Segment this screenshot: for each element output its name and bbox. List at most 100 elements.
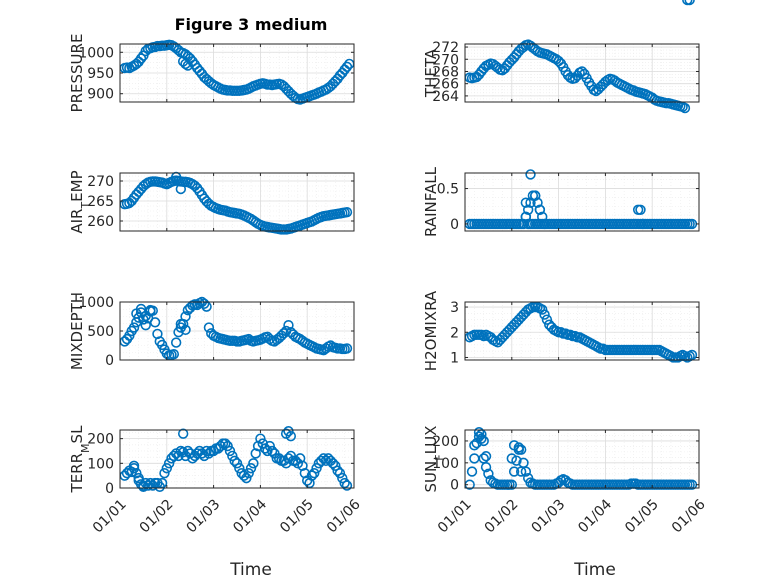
y-tick-label: 200 [87, 432, 114, 448]
y-axis-label: H2OMIXRA [422, 290, 440, 371]
data-point [334, 467, 346, 479]
data-point [520, 211, 532, 223]
data-point [506, 453, 517, 464]
axes-frame [464, 172, 700, 232]
x-axis-label-right: Time [573, 560, 616, 580]
data-point [534, 204, 546, 215]
data-point [311, 463, 322, 474]
data-point [234, 463, 245, 474]
y-axis-label: TERRMSL [68, 425, 92, 494]
data-point [476, 433, 487, 444]
data-point [532, 197, 543, 208]
axes-frame [119, 172, 355, 232]
axes-frame [119, 429, 355, 489]
axes-frame [464, 43, 700, 103]
figure-title: Figure 3 medium [175, 15, 328, 34]
data-point [201, 445, 212, 457]
data-point [231, 458, 243, 469]
data-point [175, 183, 187, 195]
data-point [469, 440, 480, 451]
data-point [248, 458, 259, 469]
data-point [513, 444, 525, 455]
data-point [332, 465, 343, 476]
x-tick-label: 01/06 [324, 496, 364, 536]
data-point [168, 349, 180, 360]
data-point [539, 218, 550, 230]
y-tick-label: 270 [87, 174, 114, 190]
data-point [128, 322, 140, 333]
data-point [255, 433, 266, 444]
data-point [541, 314, 553, 325]
data-point [341, 207, 353, 218]
data-point [220, 438, 231, 449]
data-point [341, 480, 353, 491]
data-point [262, 445, 273, 457]
data-point [539, 309, 550, 320]
x-tick-label: 01/05 [277, 496, 317, 536]
data-point [522, 204, 534, 215]
data-point [637, 218, 649, 230]
data-point [480, 462, 492, 473]
data-point [180, 311, 191, 322]
y-tick-label: 264 [432, 89, 459, 105]
data-point [177, 428, 189, 439]
data-point [229, 455, 240, 467]
data-point [182, 445, 194, 457]
data-point [483, 468, 494, 479]
data-point [320, 455, 332, 467]
data-point [149, 317, 161, 328]
data-point [341, 343, 353, 354]
y-tick-label: 270 [432, 52, 459, 68]
y-tick-label: 0 [105, 481, 114, 497]
x-tick-label: 01/02 [482, 496, 522, 536]
data-point [257, 438, 268, 449]
data-point [266, 445, 278, 457]
x-tick-label: 01/02 [137, 496, 177, 536]
data-point [576, 66, 588, 77]
data-point [515, 466, 527, 477]
data-point [478, 435, 489, 447]
x-tick-label: 01/04 [230, 496, 270, 536]
y-tick-label: 3 [450, 300, 459, 316]
x-tick-label: 01/01 [435, 496, 475, 536]
data-point [679, 102, 691, 114]
y-axis-label: THETA [422, 48, 440, 98]
data-point [466, 466, 478, 477]
data-point [339, 477, 350, 489]
data-point [283, 320, 294, 331]
subplot-sun-flux: 0 100 200 01/01 01/02 01/03 01/04 01/05 01/06 SUN… [422, 426, 709, 537]
data-point [192, 448, 203, 459]
data-point [525, 169, 536, 180]
y-tick-label: 1 [450, 350, 459, 366]
y-tick-label: 265 [87, 194, 114, 210]
subplot-terr-msl: 0 100 200 01/01 01/02 01/03 01/04 01/05 01/06 TER… [68, 425, 364, 536]
y-tick-label: 260 [87, 214, 114, 230]
y-axis-label: SUNFLUX [422, 426, 446, 493]
y-tick-label: 950 [87, 66, 114, 82]
data-point [473, 426, 485, 438]
data-point [283, 426, 294, 437]
y-tick-label: 272 [432, 40, 459, 56]
data-point [145, 306, 156, 317]
data-point [243, 467, 254, 479]
data-point [529, 190, 541, 201]
y-tick-label: 1000 [78, 295, 114, 311]
data-point [537, 304, 548, 315]
axes-frame [464, 429, 700, 489]
data-point [245, 463, 257, 474]
data-point [227, 450, 238, 462]
data-point [309, 467, 320, 479]
data-point [520, 466, 532, 477]
data-point [318, 453, 329, 464]
data-point [686, 349, 698, 361]
y-tick-label: 0 [450, 217, 459, 233]
data-point [163, 458, 175, 469]
y-tick-label: 1000 [78, 45, 114, 61]
data-point [525, 197, 536, 208]
x-tick-label: 01/05 [622, 496, 662, 536]
y-tick-label: 500 [87, 324, 114, 340]
